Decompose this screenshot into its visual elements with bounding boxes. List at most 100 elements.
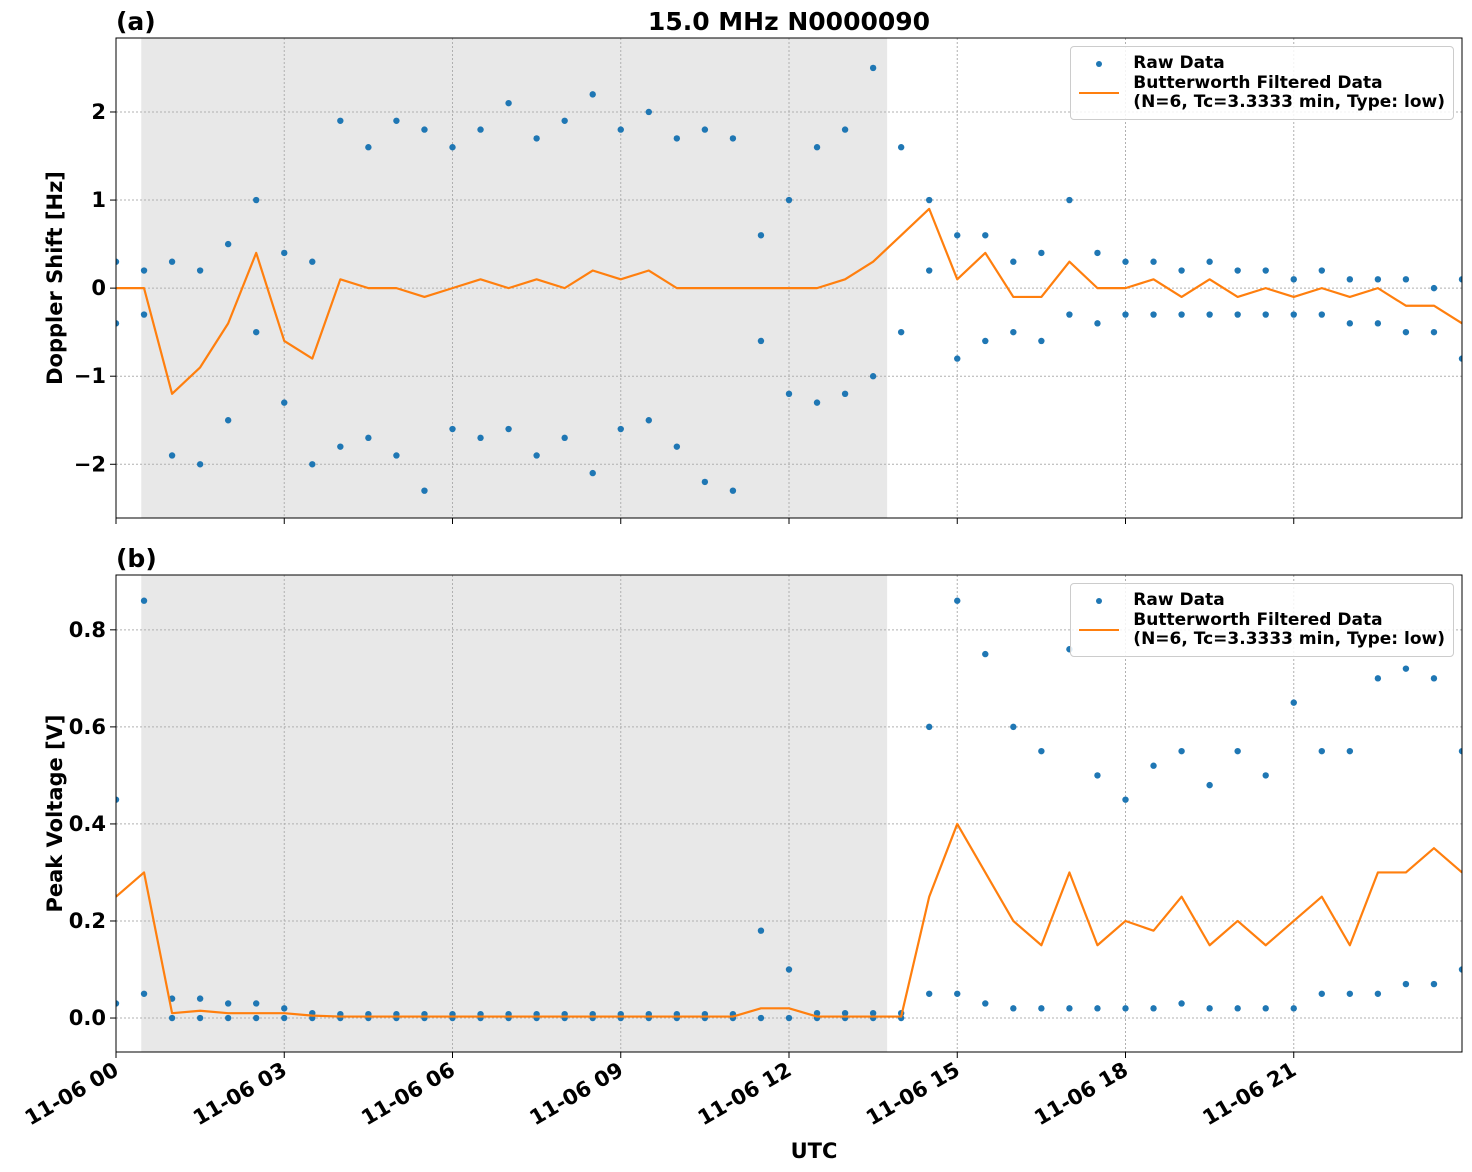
raw-point (253, 196, 260, 204)
raw-point (1150, 311, 1157, 318)
raw-point (281, 249, 288, 257)
legend: Raw Data Butterworth Filtered Data (N=6, … (1070, 46, 1454, 120)
raw-point (449, 144, 456, 151)
legend-entry: Raw Data (1079, 591, 1445, 610)
shaded-span (141, 575, 888, 1052)
raw-point (954, 990, 961, 997)
raw-point (1206, 1005, 1213, 1012)
raw-point (1178, 311, 1185, 318)
raw-point (645, 417, 652, 424)
raw-point (224, 417, 232, 424)
raw-point (1458, 966, 1462, 973)
raw-point (954, 355, 961, 362)
raw-point (1374, 320, 1382, 327)
raw-point (1094, 249, 1101, 257)
raw-point (533, 452, 540, 459)
legend-entry: Butterworth Filtered Data (N=6, Tc=3.333… (1079, 74, 1445, 112)
raw-point (1318, 311, 1325, 318)
raw-point (1150, 1005, 1157, 1012)
raw-point (1346, 320, 1354, 327)
raw-point (926, 196, 933, 204)
raw-point (869, 64, 877, 72)
raw-point (1038, 337, 1045, 345)
raw-point (926, 723, 933, 731)
raw-point (1038, 249, 1045, 257)
raw-point (140, 311, 148, 318)
raw-point (982, 337, 989, 345)
legend-key (1079, 54, 1119, 73)
raw-point (1178, 267, 1185, 274)
raw-point (1290, 311, 1297, 318)
x-tick-label: 11-06 21 (1198, 1058, 1300, 1131)
raw-point (1262, 311, 1269, 318)
raw-point (196, 1014, 204, 1022)
raw-point (337, 443, 344, 450)
raw-point (1010, 328, 1017, 336)
raw-point (1430, 284, 1438, 292)
raw-point (561, 117, 568, 124)
legend-label: Raw Data (1133, 590, 1225, 610)
raw-point (785, 390, 793, 398)
raw-point (505, 425, 512, 433)
raw-point (140, 597, 148, 604)
raw-point (281, 1005, 288, 1012)
raw-point (1234, 267, 1241, 274)
raw-point (1318, 990, 1325, 997)
raw-point (1122, 258, 1129, 265)
raw-point (1290, 1005, 1297, 1012)
legend-line (1079, 92, 1120, 94)
raw-point (1402, 328, 1410, 336)
raw-point (1374, 675, 1382, 682)
y-tick-label: −1 (74, 364, 106, 388)
raw-point (365, 144, 372, 151)
raw-point (1150, 258, 1157, 265)
raw-point (168, 452, 176, 459)
raw-point (729, 487, 737, 494)
raw-point (701, 126, 709, 133)
raw-point (337, 117, 344, 124)
y-tick-label: 1 (91, 188, 106, 212)
raw-point (1374, 276, 1382, 283)
raw-point (1206, 781, 1213, 789)
raw-point (281, 1014, 288, 1022)
raw-point (982, 650, 989, 658)
raw-point (701, 478, 709, 486)
raw-point (421, 487, 428, 494)
y-tick-label: 2 (91, 100, 106, 124)
raw-point (1010, 258, 1017, 265)
raw-point (785, 1014, 793, 1022)
raw-point (645, 108, 652, 116)
filtered-line (116, 207, 1462, 395)
raw-point (757, 337, 765, 345)
raw-point (841, 1009, 849, 1017)
raw-point (757, 232, 765, 239)
raw-point (253, 1000, 260, 1007)
raw-point (1290, 699, 1297, 706)
legend-label: Butterworth Filtered Data (N=6, Tc=3.333… (1133, 73, 1445, 112)
raw-point (785, 966, 793, 973)
raw-point (1430, 980, 1438, 988)
raw-point (757, 927, 765, 934)
panel-label: (a) (116, 7, 156, 36)
raw-point (281, 399, 288, 406)
y-tick-label: 0.2 (69, 909, 106, 933)
y-tick-label: 0.8 (69, 618, 106, 642)
legend-line (1079, 629, 1120, 631)
raw-point (393, 452, 400, 459)
raw-point (982, 1000, 989, 1007)
raw-point (869, 1009, 877, 1017)
raw-point (365, 434, 372, 442)
raw-point (505, 99, 512, 107)
raw-point (1262, 772, 1269, 779)
raw-point (617, 425, 624, 433)
raw-point (813, 1009, 821, 1017)
raw-point (1038, 1005, 1045, 1012)
raw-point (926, 267, 933, 274)
raw-point (1234, 747, 1241, 755)
raw-point (869, 373, 877, 380)
raw-point (140, 990, 148, 997)
raw-point (1430, 675, 1438, 682)
raw-point (1318, 267, 1325, 274)
